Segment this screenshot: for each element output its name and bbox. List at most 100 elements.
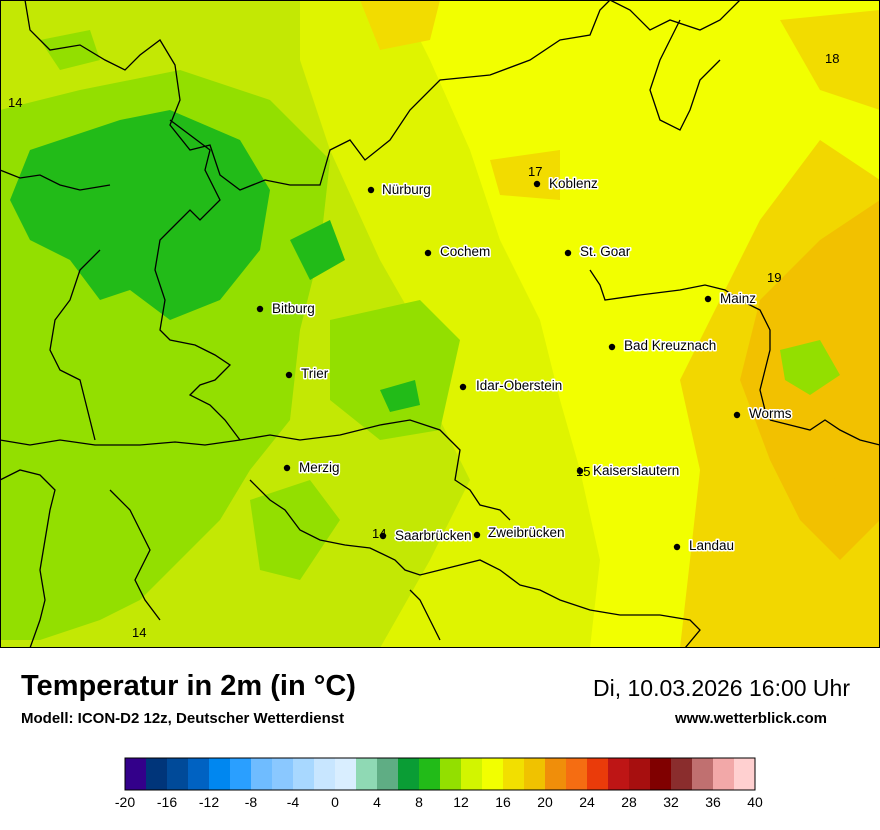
legend-tick-label: 28 [621,794,637,810]
value-label: 19 [767,270,781,285]
legend-swatch [188,758,210,790]
legend-swatch [692,758,714,790]
legend-tick-label: 24 [579,794,595,810]
boundary-lines [0,0,880,649]
city-dot-nuerburg [367,186,375,194]
value-label: 18 [825,51,839,66]
city-label-merzig: Merzig [299,460,340,475]
temp-zone-19-south [790,450,840,520]
city-label-trier: Trier [301,366,329,381]
legend-tick-label: -8 [245,794,258,810]
city-dot-landau [673,543,681,551]
legend-tick-label: 32 [663,794,679,810]
legend-tick-label: 8 [415,794,423,810]
value-label: 14 [8,95,22,110]
temp-zone-12-nw [40,30,100,70]
legend-tick-label: -12 [199,794,219,810]
temp-zone-10-eifel [10,110,270,320]
city-dot-zweibruecken [473,531,481,539]
legend-swatch [482,758,504,790]
city-dot-koblenz [533,180,541,188]
city-label-saarbruecken: Saarbrücken [395,528,472,543]
legend-tick-label: 20 [537,794,553,810]
page-title: Temperatur in 2m (in °C) [21,670,356,702]
city-label-idar-oberstein: Idar-Oberstein [476,378,562,393]
legend-swatch [209,758,231,790]
legend-frame [124,757,756,791]
temp-zone-10-east [290,220,345,280]
legend-swatch [251,758,273,790]
legend-swatch [461,758,483,790]
city-label-bad-kreuznach: Bad Kreuznach [624,338,716,353]
city-label-cochem: Cochem [440,244,490,259]
legend-swatch [503,758,525,790]
legend-tick-label: 12 [453,794,469,810]
legend-swatch [125,758,147,790]
legend-tick-label: 4 [373,794,381,810]
temperature-map: 14 17 18 19 15 14 14 Nürburg Koblenz Coc… [0,0,880,649]
legend-swatch [377,758,399,790]
legend-swatch [608,758,630,790]
legend-swatch [335,758,357,790]
legend-swatch [671,758,693,790]
city-dot-cochem [424,249,432,257]
legend-swatch [545,758,567,790]
city-label-bitburg: Bitburg [272,301,315,316]
color-legend: -20 -16 -12 -8 -4 0 4 8 12 16 20 24 28 32 36 40 [0,750,880,820]
city-dot-bitburg [256,305,264,313]
legend-swatch [734,758,756,790]
city-dot-saarbruecken [379,532,387,540]
city-label-st-goar: St. Goar [580,244,631,259]
temp-zone-12-south [250,480,340,580]
city-dot-mainz [704,295,712,303]
legend-swatch [629,758,651,790]
city-dot-idar-oberstein [459,383,467,391]
legend-swatch [419,758,441,790]
value-labels: 14 17 18 19 15 14 14 [8,51,839,640]
legend-swatch [293,758,315,790]
forecast-datetime: Di, 10.03.2026 16:00 Uhr [592,675,850,701]
city-label-koblenz: Koblenz [549,176,598,191]
legend-tick-label: -20 [115,794,135,810]
city-labels: Nürburg Koblenz Cochem St. Goar Bitburg … [271,175,794,555]
city-dot-worms [733,411,741,419]
city-dots [256,180,741,551]
legend-tick-label: -4 [287,794,300,810]
temp-zone-18-mid [360,0,440,50]
city-dot-kaiserslautern [576,467,584,475]
website-url: www.wetterblick.com [675,710,827,727]
temp-zone-18-top [780,10,880,110]
legend-swatch [356,758,378,790]
legend-swatch [272,758,294,790]
legend-tick-label: -16 [157,794,177,810]
city-label-worms: Worms [749,406,792,421]
value-label: 17 [528,164,542,179]
legend-swatch [713,758,735,790]
city-dot-bad-kreuznach [608,343,616,351]
legend-swatch [230,758,252,790]
legend-swatch [650,758,672,790]
legend-swatch [167,758,189,790]
legend-tick-label: 0 [331,794,339,810]
value-label: 15 [576,464,590,479]
city-label-nuerburg: Nürburg [382,182,431,197]
city-dot-merzig [283,464,291,472]
legend-swatch [314,758,336,790]
temp-zone-10-center [380,380,420,412]
temp-zone-12-center [330,300,460,440]
legend-swatch [398,758,420,790]
value-label: 14 [132,625,146,640]
city-label-mainz: Mainz [720,291,756,306]
legend-swatch [587,758,609,790]
city-label-zweibruecken: Zweibrücken [488,525,565,540]
city-label-landau: Landau [689,538,734,553]
legend-swatch [440,758,462,790]
model-subtitle: Modell: ICON-D2 12z, Deutscher Wetterdie… [21,710,345,727]
legend-swatch [566,758,588,790]
temp-zone-12-mainz [780,340,840,395]
temp-zone-18-koblenz [490,150,560,200]
legend-tick-label: 40 [747,794,763,810]
city-label-kaiserslautern: Kaiserslautern [593,463,679,478]
city-dot-trier [285,371,293,379]
value-label: 14 [372,526,386,541]
